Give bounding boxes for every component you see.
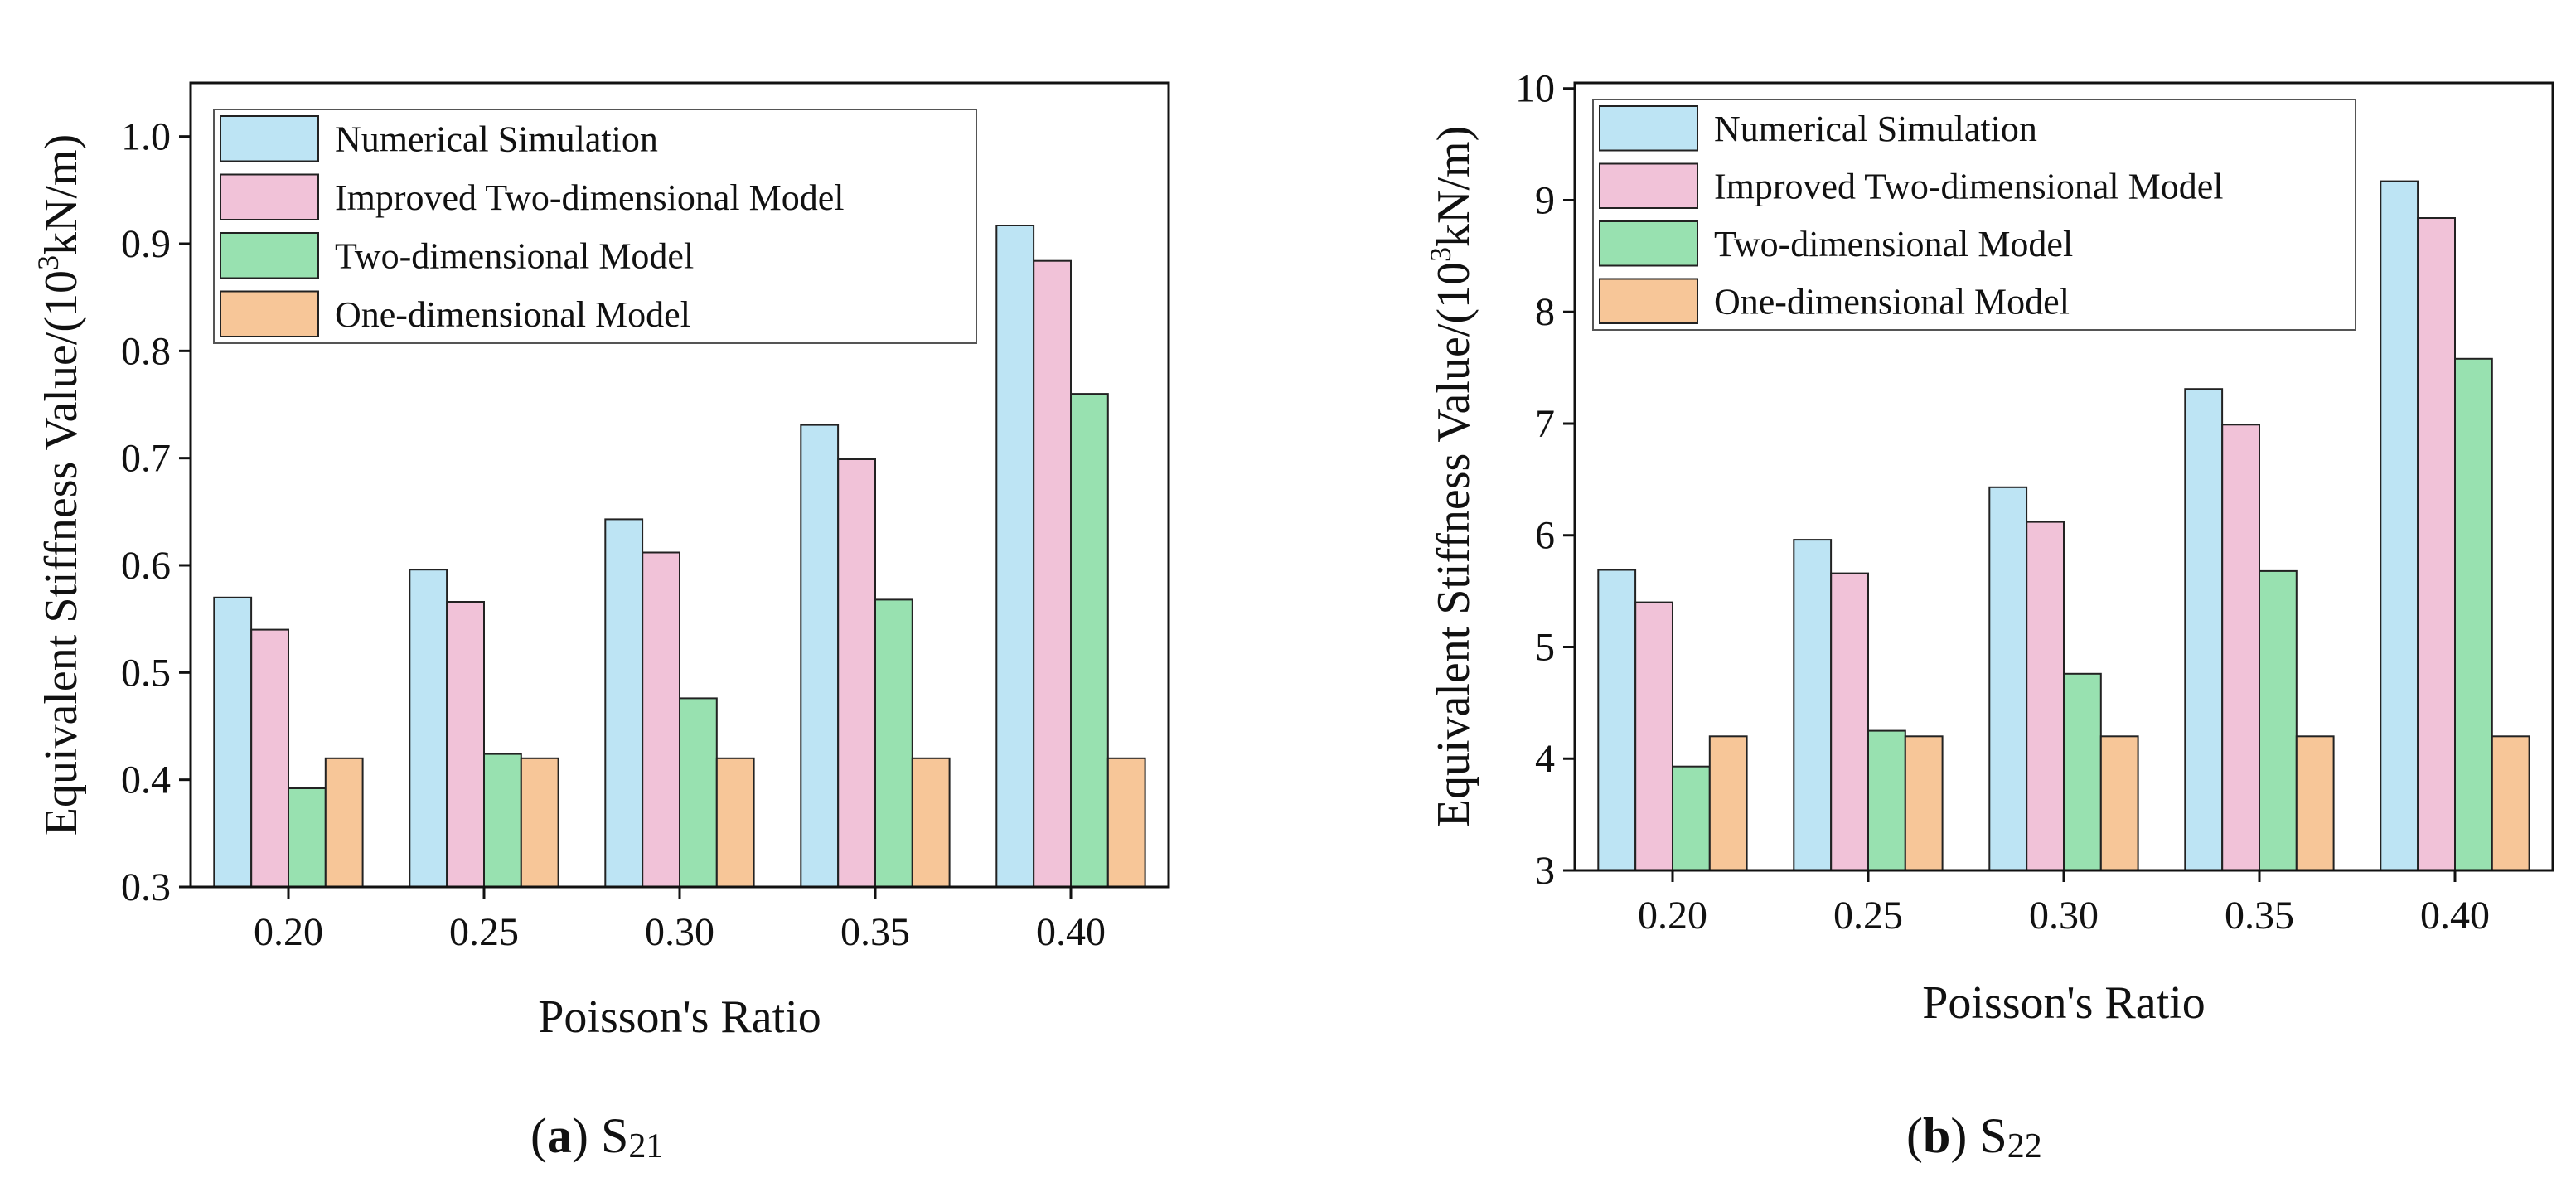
- bar-b-s1-c3: [2221, 424, 2260, 871]
- bar-a-s2-c0: [288, 787, 327, 888]
- legend-swatch: [220, 173, 319, 220]
- y-axis-label: Equivalent Stiffness Value/(103kN/m): [1424, 126, 1479, 828]
- legend-label: Two-dimensional Model: [335, 235, 694, 276]
- bar-b-s3-c4: [2491, 735, 2530, 871]
- legend-label: One-dimensional Model: [335, 294, 690, 335]
- bar-a-s0-c4: [995, 225, 1035, 888]
- bar-a-s3-c3: [911, 757, 951, 888]
- bar-a-s1-c0: [250, 628, 290, 888]
- bar-a-s0-c2: [604, 518, 644, 889]
- y-tick-label: 0.3: [121, 865, 171, 909]
- y-tick-label: 0.4: [121, 758, 171, 802]
- y-tick-label: 7: [1535, 402, 1555, 446]
- legend-label: One-dimensional Model: [1714, 281, 2070, 322]
- legend-box: [213, 109, 977, 344]
- y-tick-label: 9: [1535, 178, 1555, 222]
- bar-b-s1-c4: [2417, 217, 2456, 871]
- bar-a-s0-c1: [409, 569, 448, 888]
- bar-a-s3-c0: [324, 757, 364, 888]
- bar-a-s1-c3: [837, 458, 877, 888]
- bar-a-s2-c2: [679, 697, 718, 889]
- bar-b-s0-c4: [2380, 180, 2419, 872]
- bar-a-s2-c1: [483, 753, 522, 888]
- bar-b-s0-c2: [1988, 486, 2028, 871]
- panel-a: 0.3 0.4 0.5 0.6 0.7 0.8 0.9 1.0 0.20 0.25 0.30 0.35…: [31, 81, 1170, 1165]
- x-tick-label: 0.20: [254, 910, 323, 954]
- bar-b-s0-c0: [1597, 569, 1637, 871]
- legend-swatch: [220, 290, 319, 337]
- y-tick-label: 5: [1535, 625, 1555, 669]
- x-tick-label: 0.40: [2420, 894, 2490, 938]
- bar-b-s0-c1: [1793, 539, 1833, 871]
- y-tick-label: 0.8: [121, 329, 171, 373]
- panel-b: 3 4 5 6 7 8 9 10 0.20 0.25 0.30 0.35 0.40 Poisson's R…: [1424, 67, 2554, 1165]
- legend-swatch: [1599, 162, 1698, 209]
- legend-box: [1592, 99, 2356, 331]
- bar-a-s0-c0: [213, 596, 253, 888]
- bar-a-s0-c3: [800, 424, 840, 888]
- x-tick-label: 0.35: [840, 910, 910, 954]
- legend-swatch: [1599, 105, 1698, 152]
- panel-caption: (b) S22: [1906, 1108, 2042, 1165]
- bar-b-s3-c3: [2295, 735, 2335, 871]
- x-axis-label: Poisson's Ratio: [1922, 977, 2206, 1029]
- bar-b-s0-c3: [2184, 388, 2224, 871]
- bar-b-s2-c1: [1867, 729, 1906, 871]
- legend-label: Numerical Simulation: [1714, 109, 2037, 149]
- y-axis-label: Equivalent Stiffness Value/(103kN/m): [31, 134, 87, 836]
- panel-caption: (a) S21: [530, 1108, 663, 1165]
- legend-swatch: [1599, 220, 1698, 267]
- bar-b-s1-c0: [1634, 601, 1673, 871]
- bar-a-s2-c4: [1070, 393, 1109, 889]
- bar-a-s3-c4: [1106, 757, 1146, 888]
- x-axis-label: Poisson's Ratio: [538, 991, 821, 1043]
- bar-b-s2-c3: [2259, 569, 2298, 872]
- y-tick-label: 6: [1535, 514, 1555, 558]
- legend-label: Two-dimensional Model: [1714, 224, 2073, 264]
- x-tick-label: 0.25: [1833, 894, 1903, 938]
- legend-label: Improved Two-dimensional Model: [335, 177, 844, 218]
- legend-label: Numerical Simulation: [335, 119, 658, 159]
- y-tick-label: 4: [1535, 737, 1555, 781]
- bar-a-s1-c1: [446, 601, 486, 888]
- bar-b-s3-c2: [2099, 735, 2139, 871]
- x-tick-label: 0.30: [645, 910, 714, 954]
- x-tick-label: 0.35: [2225, 894, 2294, 938]
- legend-swatch: [220, 232, 319, 279]
- y-tick-label: 8: [1535, 290, 1555, 334]
- x-tick-label: 0.20: [1638, 894, 1707, 938]
- bar-b-s3-c0: [1708, 735, 1748, 871]
- x-tick-label: 0.40: [1036, 910, 1106, 954]
- y-tick-label: 0.9: [121, 222, 171, 266]
- bar-b-s1-c1: [1830, 572, 1869, 871]
- legend: Numerical Simulation Improved Two-dimensi…: [1592, 99, 2356, 331]
- y-tick-label: 3: [1535, 849, 1555, 893]
- y-tick-label: 10: [1515, 67, 1555, 111]
- bar-a-s3-c1: [520, 757, 559, 888]
- bar-a-s1-c2: [642, 551, 681, 888]
- bar-b-s1-c2: [2026, 521, 2065, 871]
- y-tick-label: 0.6: [121, 544, 171, 588]
- legend-swatch: [220, 115, 319, 162]
- legend: Numerical Simulation Improved Two-dimensi…: [213, 109, 977, 344]
- bar-b-s2-c0: [1672, 765, 1711, 872]
- bar-a-s2-c3: [874, 598, 913, 889]
- y-tick-label: 1.0: [121, 115, 171, 159]
- y-tick-label: 0.7: [121, 437, 171, 481]
- y-tick-label: 0.5: [121, 651, 171, 695]
- x-tick-label: 0.25: [449, 910, 519, 954]
- bar-b-s3-c1: [1904, 735, 1944, 871]
- bar-b-s2-c4: [2454, 357, 2493, 871]
- bar-a-s1-c4: [1033, 259, 1072, 888]
- bar-b-s2-c2: [2063, 672, 2102, 871]
- x-tick-label: 0.30: [2029, 894, 2099, 938]
- bar-a-s3-c2: [715, 757, 755, 888]
- legend-swatch: [1599, 278, 1698, 324]
- legend-label: Improved Two-dimensional Model: [1714, 166, 2223, 206]
